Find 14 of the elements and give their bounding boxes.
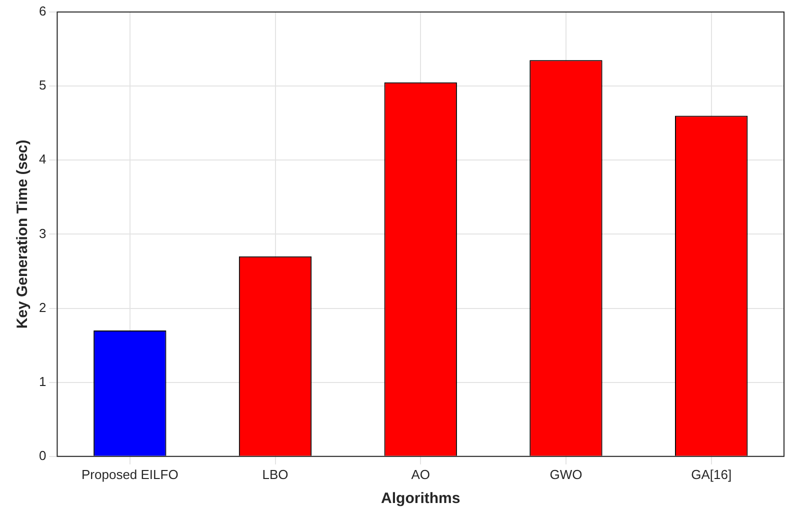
y-tick-label: 1 [38,374,46,389]
y-tick-label: 2 [38,300,46,315]
x-tick-label: GWO [550,466,582,482]
x-tick-label: GA[16] [691,466,732,482]
y-tick-label: 3 [38,226,46,241]
y-axis-title: Key Generation Time (sec) [14,140,32,329]
x-axis-title: Algorithms [381,490,460,508]
y-tick-label: 4 [38,152,46,167]
x-tick-label: AO [411,466,430,482]
x-tick-label: Proposed EILFO [81,466,178,482]
y-tick-label: 5 [38,78,46,93]
y-tick-label: 0 [38,448,46,463]
x-tick-label: LBO [262,466,288,482]
y-tick-label: 6 [38,4,46,19]
